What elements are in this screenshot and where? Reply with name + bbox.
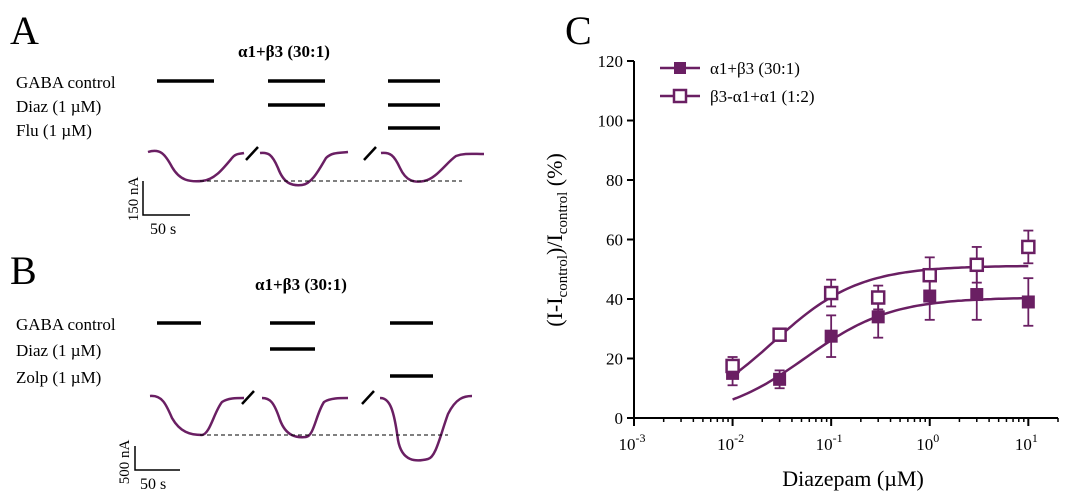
panel-b-trace-2 bbox=[261, 396, 349, 439]
data-point-filled bbox=[970, 288, 984, 302]
y-label-sub-2: control bbox=[555, 192, 571, 235]
y-tick-label: 100 bbox=[598, 112, 624, 131]
panel-b-scalebar bbox=[134, 446, 180, 471]
data-point-filled bbox=[1021, 295, 1035, 309]
y-label-part-1: (I-I bbox=[542, 297, 567, 326]
data-point-open bbox=[823, 285, 839, 301]
data-point-open bbox=[1021, 239, 1036, 255]
panel-b: B α1+β3 (30:1) GABA control Diaz (1 µM) … bbox=[10, 248, 473, 493]
legend-marker-filled bbox=[674, 62, 686, 74]
panel-b-scale-y: 500 nA bbox=[117, 440, 133, 485]
panel-a-break-1 bbox=[245, 146, 259, 161]
panel-b-title: α1+β3 (30:1) bbox=[255, 275, 347, 294]
y-axis-label: (I-Icontrol)/Icontrol (%) bbox=[542, 153, 571, 327]
data-point-open bbox=[725, 358, 740, 374]
x-tick-label: 10-3 bbox=[619, 431, 646, 454]
panel-a-scale-y: 150 nA bbox=[126, 177, 142, 222]
y-tick-label: 120 bbox=[598, 52, 624, 71]
data-point-filled bbox=[824, 329, 838, 343]
panel-b-trace-1 bbox=[149, 394, 245, 437]
x-label-end: ) bbox=[916, 466, 923, 491]
y-tick-label: 60 bbox=[606, 231, 623, 250]
panel-c: C 0 20 40 60 80 100 120 10-3 10-2 10-1 100 101 (I-I… bbox=[542, 8, 1059, 491]
panel-a-scale-x: 50 s bbox=[150, 221, 176, 238]
panel-a-row-gaba: GABA control bbox=[16, 73, 116, 92]
x-axis-label: Diazepam (µM) bbox=[782, 466, 924, 491]
panel-a-letter: A bbox=[10, 8, 39, 53]
y-label-part-3: (%) bbox=[542, 153, 567, 191]
panel-b-trace-3 bbox=[379, 394, 473, 462]
y-label-sub-1: control bbox=[555, 255, 571, 298]
legend-label-2: β3-α1+α1 (1:2) bbox=[710, 87, 815, 106]
y-label-part-2: )/I bbox=[542, 234, 567, 255]
panel-a-trace-1 bbox=[147, 149, 245, 183]
panel-b-break-2 bbox=[361, 390, 375, 405]
panel-a-scalebar bbox=[142, 181, 190, 216]
panel-a-row-flu: Flu (1 µM) bbox=[16, 121, 92, 140]
panel-b-letter: B bbox=[10, 248, 37, 293]
panel-b-row-zolp: Zolp (1 µM) bbox=[16, 368, 101, 387]
x-label-unit: µM bbox=[884, 466, 916, 491]
x-tick-label: 101 bbox=[1015, 431, 1038, 454]
y-tick-label: 0 bbox=[615, 409, 624, 428]
panel-a-trace-2 bbox=[259, 150, 349, 187]
panel-c-letter: C bbox=[565, 8, 592, 53]
y-tick-label: 20 bbox=[606, 350, 623, 369]
y-tick-label: 40 bbox=[606, 290, 623, 309]
panel-a-trace-3 bbox=[380, 151, 485, 183]
legend-marker-open bbox=[672, 88, 688, 104]
data-point-open bbox=[922, 267, 937, 283]
y-tick-label: 80 bbox=[606, 171, 623, 190]
x-tick-label: 100 bbox=[916, 431, 939, 454]
panel-b-row-gaba: GABA control bbox=[16, 315, 116, 334]
panel-b-scale-x: 50 s bbox=[140, 476, 166, 493]
x-tick-label: 10-2 bbox=[717, 431, 744, 454]
data-point-open bbox=[969, 257, 985, 273]
legend: α1+β3 (30:1) β3-α1+α1 (1:2) bbox=[660, 59, 815, 106]
panel-b-break-1 bbox=[241, 390, 255, 405]
panel-b-row-diaz: Diaz (1 µM) bbox=[16, 341, 101, 360]
data-point-filled bbox=[773, 372, 787, 386]
x-tick-label: 10-1 bbox=[816, 431, 843, 454]
panel-a-break-2 bbox=[363, 146, 377, 161]
panel-a-row-diaz: Diaz (1 µM) bbox=[16, 97, 101, 116]
data-point-open bbox=[870, 290, 886, 305]
legend-label-1: α1+β3 (30:1) bbox=[710, 59, 800, 78]
dose-response-plot: 0 20 40 60 80 100 120 10-3 10-2 10-1 100 101 bbox=[598, 52, 1059, 454]
panel-a: A α1+β3 (30:1) GABA control Diaz (1 µM) … bbox=[10, 8, 485, 238]
data-point-open bbox=[772, 327, 787, 342]
panel-a-title: α1+β3 (30:1) bbox=[238, 42, 330, 61]
data-point-filled bbox=[871, 310, 885, 324]
x-label-main: Diazepam ( bbox=[782, 466, 884, 491]
